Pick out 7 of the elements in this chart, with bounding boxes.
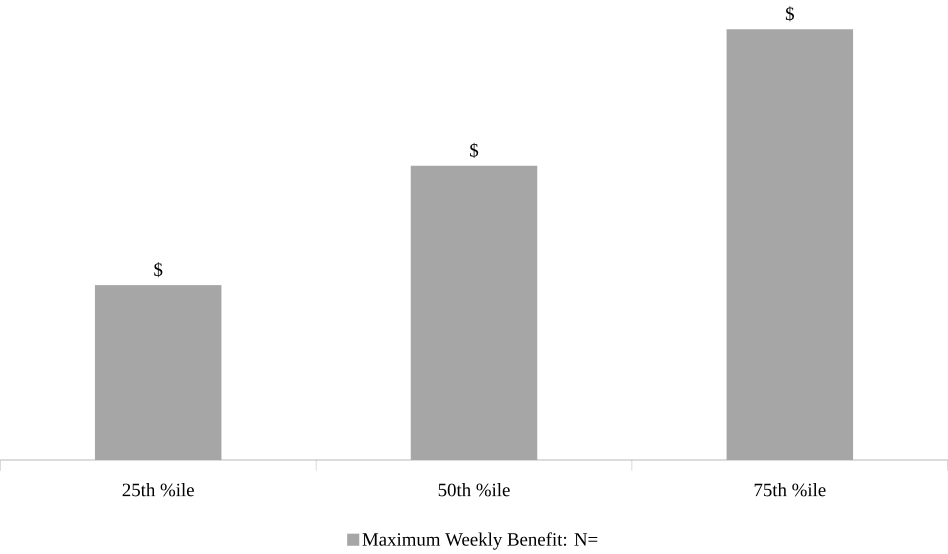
legend-label: Maximum Weekly Benefit: N= [362, 532, 598, 550]
text: $ [786, 6, 794, 22]
text: $ [154, 262, 162, 278]
x-tick-label: 50th %ile [438, 483, 510, 496]
x-tick-label: 25th %ile [122, 483, 194, 496]
text: $ [470, 142, 478, 158]
x-tick-label: 75th %ile [754, 483, 826, 496]
